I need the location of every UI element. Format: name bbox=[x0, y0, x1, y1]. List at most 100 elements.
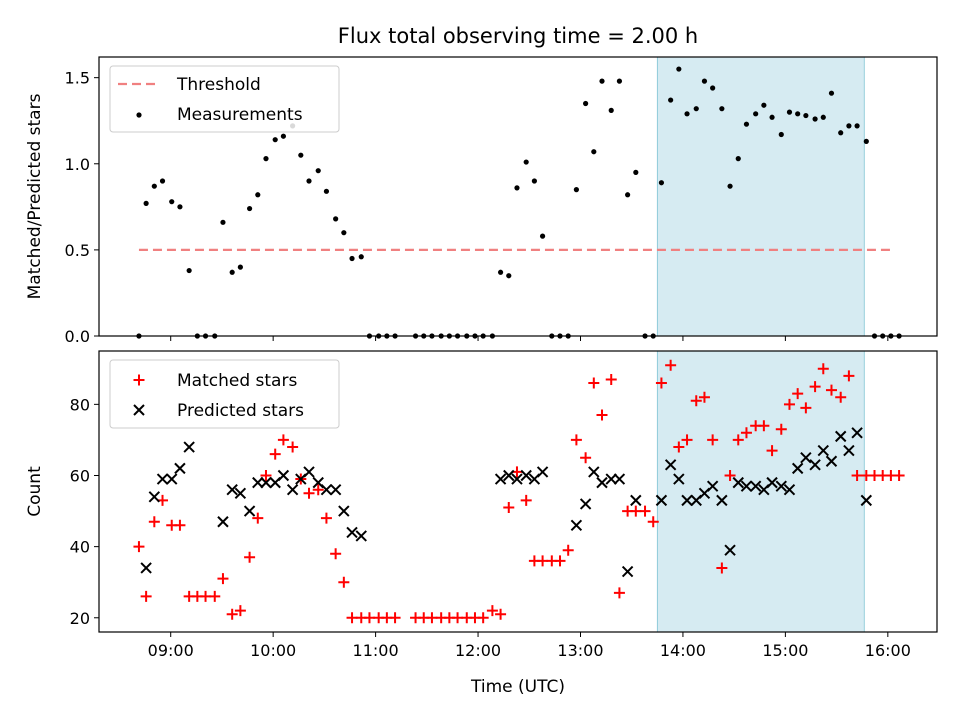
x-axis-label: Time (UTC) bbox=[470, 677, 565, 697]
predicted-star-point bbox=[226, 484, 238, 496]
measurement-point bbox=[854, 123, 860, 129]
matched-star-point bbox=[613, 587, 625, 599]
predicted-star-point bbox=[783, 484, 796, 496]
legend-threshold-label: Threshold bbox=[176, 75, 261, 95]
y-tick-label: 20 bbox=[70, 609, 90, 628]
predicted-star-point bbox=[605, 473, 617, 485]
predicted-star-point bbox=[260, 476, 272, 489]
matched-star-point bbox=[580, 452, 592, 464]
measurement-point bbox=[186, 267, 192, 274]
predicted-star-point bbox=[596, 476, 608, 489]
matched-stars-series bbox=[133, 359, 905, 624]
predicted-star-point bbox=[716, 494, 728, 507]
matched-star-point bbox=[477, 612, 489, 624]
predicted-star-point bbox=[174, 462, 186, 475]
measurement-point bbox=[177, 204, 183, 210]
predicted-star-point bbox=[303, 466, 315, 478]
matched-star-point bbox=[732, 434, 744, 446]
measurement-point bbox=[743, 121, 750, 127]
measurement-point bbox=[229, 269, 235, 275]
predicted-star-point bbox=[800, 452, 812, 464]
measurement-point bbox=[298, 152, 304, 158]
measurement-point bbox=[616, 78, 623, 84]
x-tick-label: 10:00 bbox=[250, 641, 296, 660]
measurement-point bbox=[358, 254, 364, 260]
matched-star-point bbox=[673, 441, 685, 453]
predicted-star-point bbox=[834, 430, 847, 443]
matched-star-point bbox=[486, 605, 498, 617]
matched-star-point bbox=[792, 388, 804, 400]
predicted-star-point bbox=[286, 484, 299, 496]
measurement-point bbox=[497, 269, 504, 275]
predicted-star-point bbox=[148, 491, 161, 503]
predicted-star-point bbox=[166, 473, 178, 485]
measurement-point bbox=[523, 159, 529, 165]
matched-star-point bbox=[303, 487, 315, 499]
measurement-point bbox=[255, 192, 261, 198]
measurement-point bbox=[333, 216, 339, 222]
matched-star-point bbox=[775, 423, 787, 435]
matched-star-point bbox=[647, 516, 659, 528]
measurement-point bbox=[514, 185, 520, 191]
matched-star-point bbox=[825, 384, 837, 396]
predicted-star-point bbox=[681, 494, 693, 507]
matched-star-point bbox=[140, 590, 152, 602]
matched-star-point bbox=[389, 612, 401, 624]
top-panel-flux-ratio: 0.0 0.5 1.0 1.5 Matched/Predicted stars Thr… bbox=[25, 56, 938, 346]
measurement-point bbox=[786, 109, 793, 115]
predicted-star-point bbox=[520, 469, 532, 482]
measurement-point bbox=[263, 156, 269, 162]
x-tick-label: 13:00 bbox=[557, 641, 603, 660]
matched-star-point bbox=[174, 519, 186, 531]
measurement-point bbox=[795, 111, 801, 117]
x-tick-label: 12:00 bbox=[455, 641, 501, 660]
bottom-y-axis-label: Count bbox=[25, 466, 45, 517]
matched-star-point bbox=[716, 562, 728, 574]
measurement-point bbox=[608, 107, 614, 113]
measurement-point bbox=[315, 168, 321, 174]
predicted-star-point bbox=[338, 505, 350, 517]
matched-star-point bbox=[330, 548, 342, 560]
predicted-star-point bbox=[613, 473, 626, 485]
predicted-star-point bbox=[655, 494, 668, 507]
measurement-point bbox=[539, 233, 546, 239]
predicted-star-point bbox=[740, 480, 753, 492]
measurement-point bbox=[151, 183, 157, 189]
matched-star-point bbox=[320, 512, 332, 524]
matched-star-point bbox=[200, 590, 212, 602]
matched-star-point bbox=[605, 373, 617, 385]
bottom-legend: Matched stars Predicted stars bbox=[109, 359, 340, 429]
matched-star-point bbox=[800, 402, 812, 414]
x-tick-label: 15:00 bbox=[762, 641, 808, 660]
x-tick-label: 14:00 bbox=[660, 641, 706, 660]
matched-star-point bbox=[312, 484, 324, 496]
measurement-point bbox=[220, 219, 226, 225]
predicted-star-point bbox=[732, 476, 744, 489]
top-y-axis-label: Matched/Predicted stars bbox=[25, 93, 45, 299]
legend-measurements-swatch bbox=[136, 112, 142, 118]
matched-star-point bbox=[363, 612, 375, 624]
legend-predicted-label: Predicted stars bbox=[177, 401, 304, 421]
measurement-point bbox=[846, 123, 852, 129]
predicted-star-point bbox=[156, 473, 169, 485]
matched-star-point bbox=[596, 409, 608, 421]
y-tick-label: 1.0 bbox=[65, 155, 90, 174]
predicted-star-point bbox=[579, 498, 592, 510]
matched-star-point bbox=[495, 608, 507, 620]
x-tick-label: 09:00 bbox=[148, 641, 194, 660]
bottom-panel-counts: 09:00 10:00 11:00 12:00 13:00 14:00 15:00 16:00… bbox=[25, 350, 938, 660]
predicted-star-point bbox=[329, 484, 342, 496]
predicted-star-point bbox=[664, 459, 677, 471]
predicted-star-point bbox=[536, 466, 549, 478]
matched-star-point bbox=[252, 512, 264, 524]
measurement-point bbox=[159, 178, 166, 184]
measurement-point bbox=[803, 112, 809, 119]
predicted-star-point bbox=[791, 462, 804, 475]
matched-star-point bbox=[707, 434, 719, 446]
legend-box bbox=[109, 65, 340, 133]
y-tick-label: 0.5 bbox=[65, 241, 90, 260]
matched-star-point bbox=[269, 448, 281, 460]
predicted-star-point bbox=[860, 494, 873, 507]
predicted-star-point bbox=[217, 516, 229, 528]
predicted-star-point bbox=[766, 476, 778, 489]
